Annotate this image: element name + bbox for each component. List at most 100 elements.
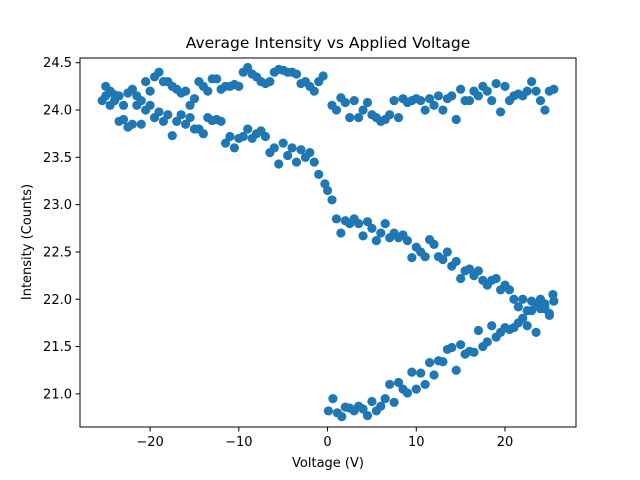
data-point: [180, 86, 191, 96]
data-point: [447, 342, 457, 353]
y-tick-label: 22.0: [43, 293, 72, 308]
data-point: [328, 394, 338, 404]
data-point: [225, 131, 235, 142]
data-point: [345, 113, 355, 123]
data-point: [482, 86, 492, 96]
data-point: [331, 105, 342, 115]
data-point: [149, 113, 160, 123]
data-point: [376, 228, 386, 238]
data-point: [464, 95, 475, 106]
data-point: [300, 152, 310, 162]
data-point: [323, 406, 334, 416]
data-point: [180, 119, 191, 129]
data-point: [114, 91, 124, 101]
data-point: [212, 74, 222, 84]
y-tick-label: 21.0: [43, 387, 72, 402]
data-point: [544, 310, 554, 320]
data-point: [473, 91, 483, 101]
data-point: [105, 100, 115, 110]
data-point: [247, 133, 257, 144]
data-point: [340, 216, 350, 226]
data-point: [265, 148, 275, 158]
y-tick-label: 23.5: [43, 151, 72, 166]
data-point: [362, 411, 373, 421]
data-point: [123, 122, 133, 132]
data-point: [189, 124, 200, 134]
data-point: [371, 236, 381, 246]
data-point: [460, 266, 470, 276]
data-point: [433, 91, 444, 101]
data-point: [309, 86, 319, 96]
data-point: [203, 113, 213, 123]
data-point: [478, 275, 488, 285]
data-point: [433, 252, 444, 262]
data-point: [358, 105, 368, 115]
data-point: [354, 113, 364, 123]
data-point: [438, 357, 448, 367]
data-point: [491, 78, 501, 89]
y-tick-label: 24.0: [43, 104, 72, 119]
data-point: [136, 119, 146, 129]
data-point: [456, 340, 466, 350]
data-point: [291, 157, 302, 167]
data-point: [535, 95, 546, 106]
y-tick-label: 22.5: [43, 245, 72, 260]
data-point: [220, 138, 231, 148]
data-point: [136, 95, 146, 106]
data-point: [278, 138, 288, 148]
data-point: [393, 377, 404, 388]
data-point: [118, 100, 129, 110]
data-point: [429, 370, 439, 380]
data-points: [97, 62, 559, 422]
data-point: [234, 133, 244, 144]
data-point: [362, 97, 373, 108]
data-point: [145, 86, 155, 96]
data-point: [451, 365, 461, 375]
data-point: [127, 84, 137, 94]
data-point: [425, 358, 435, 368]
data-point: [340, 97, 350, 108]
data-point: [380, 218, 390, 229]
x-tick-label: 0: [323, 435, 331, 450]
data-point: [243, 62, 253, 73]
data-point: [389, 397, 399, 407]
data-point: [442, 247, 452, 257]
x-axis: −20 −10 0 10 20: [136, 427, 513, 450]
data-point: [327, 195, 337, 205]
data-point: [274, 159, 284, 169]
data-point: [518, 294, 528, 304]
data-point: [495, 285, 506, 295]
data-point: [527, 296, 537, 306]
data-point: [420, 105, 430, 115]
y-axis-label: Intensity (Counts): [20, 184, 35, 300]
data-point: [385, 379, 395, 390]
data-point: [114, 116, 124, 126]
data-point: [393, 113, 404, 123]
data-point: [358, 404, 368, 414]
data-point: [522, 321, 532, 331]
data-point: [158, 116, 169, 126]
data-point: [531, 327, 541, 337]
data-point: [367, 396, 377, 407]
data-point: [473, 325, 483, 336]
data-point: [172, 116, 182, 126]
data-point: [358, 231, 368, 241]
data-point: [429, 100, 439, 110]
data-point: [495, 107, 506, 117]
data-point: [385, 110, 395, 120]
chart-title: Average Intensity vs Applied Voltage: [186, 34, 470, 52]
data-point: [287, 143, 297, 153]
data-point: [97, 95, 107, 106]
data-point: [447, 261, 457, 271]
data-point: [456, 273, 466, 284]
data-point: [456, 84, 466, 94]
data-point: [331, 214, 342, 224]
data-point: [522, 86, 532, 96]
data-point: [367, 223, 377, 233]
data-point: [527, 77, 537, 87]
data-point: [425, 94, 435, 104]
data-point: [318, 71, 328, 81]
data-point: [469, 347, 479, 357]
